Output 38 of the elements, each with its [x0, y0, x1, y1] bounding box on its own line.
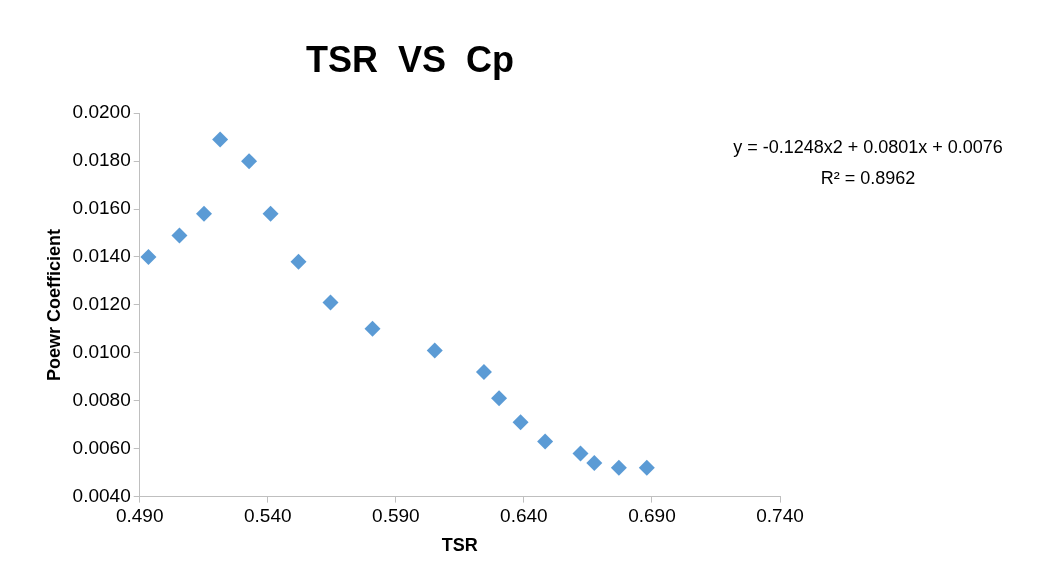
y-tick-label: 0.0120: [72, 293, 131, 315]
x-tick-label: 0.590: [372, 505, 420, 527]
y-tick-label: 0.0200: [72, 101, 131, 123]
x-tick-label: 0.640: [500, 505, 548, 527]
point: [491, 390, 508, 407]
point: [290, 253, 307, 270]
point: [475, 364, 492, 380]
x-axis-title: TSR: [441, 535, 478, 556]
x-tick-label: 0.740: [756, 505, 804, 527]
chart-title: TSR VS Cp: [305, 38, 515, 80]
point: [364, 320, 381, 337]
point: [586, 455, 603, 472]
y-tick-label: 0.0160: [72, 197, 131, 219]
point: [241, 153, 258, 170]
point: [537, 433, 554, 450]
x-tick-label: 0.690: [628, 505, 676, 527]
point: [322, 294, 339, 311]
text: R² = 0.8962: [820, 167, 916, 188]
point: [512, 414, 529, 431]
y-tick-label: 0.0040: [72, 484, 131, 506]
point: [426, 342, 443, 359]
y-tick-label: 0.0100: [72, 341, 131, 363]
point: [572, 445, 589, 462]
annotation: y = -0.1248x2 + 0.0801x + 0.0076: [733, 136, 1003, 157]
point: [262, 205, 279, 222]
point: [171, 227, 188, 244]
x-tick-label: 0.540: [244, 505, 292, 527]
y-tick-label: 0.0140: [72, 245, 131, 267]
x-tick-label: 0.490: [115, 505, 164, 527]
y-axis-title: Poewr Coefficient: [43, 228, 64, 381]
point: [140, 248, 157, 265]
point: [638, 459, 655, 476]
y-tick-label: 0.0080: [72, 388, 131, 410]
y-tick-label: 0.0060: [72, 436, 131, 458]
point: [196, 205, 212, 222]
point: [212, 131, 229, 148]
y-tick-label: 0.0180: [72, 149, 131, 171]
point: [610, 459, 627, 476]
